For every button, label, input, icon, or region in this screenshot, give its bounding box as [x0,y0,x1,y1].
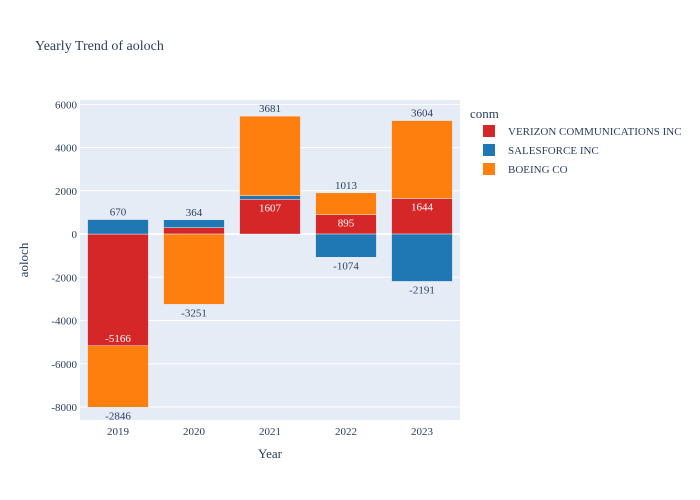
data-label: -1074 [333,260,359,272]
y-axis-ticks: -8000 -6000 -4000 -2000 0 2000 4000 6000 [51,99,77,414]
legend-item-label[interactable]: BOEING CO [508,164,568,176]
data-label: -3251 [181,307,207,319]
bar[interactable] [315,192,377,215]
bar[interactable] [87,219,149,235]
y-tick-label: 6000 [55,99,78,111]
y-tick-label: -6000 [51,359,77,371]
y-tick-label: 0 [72,229,78,241]
data-label: 1644 [411,202,434,214]
bar[interactable] [315,233,377,258]
x-tick-label: 2021 [259,426,281,438]
legend-swatch[interactable] [483,163,495,175]
y-tick-label: -8000 [51,402,77,414]
y-axis-title: aoloch [16,242,31,277]
data-label: 1607 [259,202,282,214]
data-label: 364 [186,207,203,219]
data-labels: -5166 1607 895 1644 670 364 -1074 -2191 -2846 -32… [105,103,435,422]
legend-title: conm [470,106,499,121]
x-tick-label: 2022 [335,426,357,438]
data-label: 1013 [335,180,358,192]
y-tick-label: -4000 [51,316,77,328]
legend-item-label[interactable]: SALESFORCE INC [508,145,599,157]
x-axis-title: Year [258,446,283,461]
bar[interactable] [87,345,149,408]
data-label: 3681 [259,103,281,115]
data-label: -5166 [105,333,131,345]
bar[interactable] [87,233,149,347]
bar[interactable] [239,199,301,235]
legend-item-label[interactable]: VERIZON COMMUNICATIONS INC [508,126,682,138]
x-axis-ticks: 2019 2020 2021 2022 2023 [107,426,434,438]
y-tick-label: 4000 [55,143,78,155]
y-tick-label: 2000 [55,186,78,198]
bar[interactable] [163,227,225,235]
bars [87,115,453,408]
data-label: -2846 [105,410,131,422]
bar[interactable] [391,233,453,282]
x-tick-label: 2020 [183,426,206,438]
bar[interactable] [239,195,301,200]
data-label: 895 [338,218,355,230]
data-label: 3604 [411,108,434,120]
y-tick-label: -2000 [51,272,77,284]
data-label: -2191 [409,284,435,296]
x-tick-label: 2019 [107,426,130,438]
bar[interactable] [239,115,301,196]
bar[interactable] [391,198,453,235]
legend-swatch[interactable] [483,144,495,156]
legend-swatch[interactable] [483,125,495,137]
bar[interactable] [163,219,225,228]
bar[interactable] [163,233,225,305]
legend[interactable]: conm VERIZON COMMUNICATIONS INC SALESFORC… [470,106,682,176]
data-label: 670 [110,207,127,219]
bar[interactable] [391,120,453,199]
chart-title: Yearly Trend of aoloch [35,39,164,54]
x-tick-label: 2023 [411,426,434,438]
